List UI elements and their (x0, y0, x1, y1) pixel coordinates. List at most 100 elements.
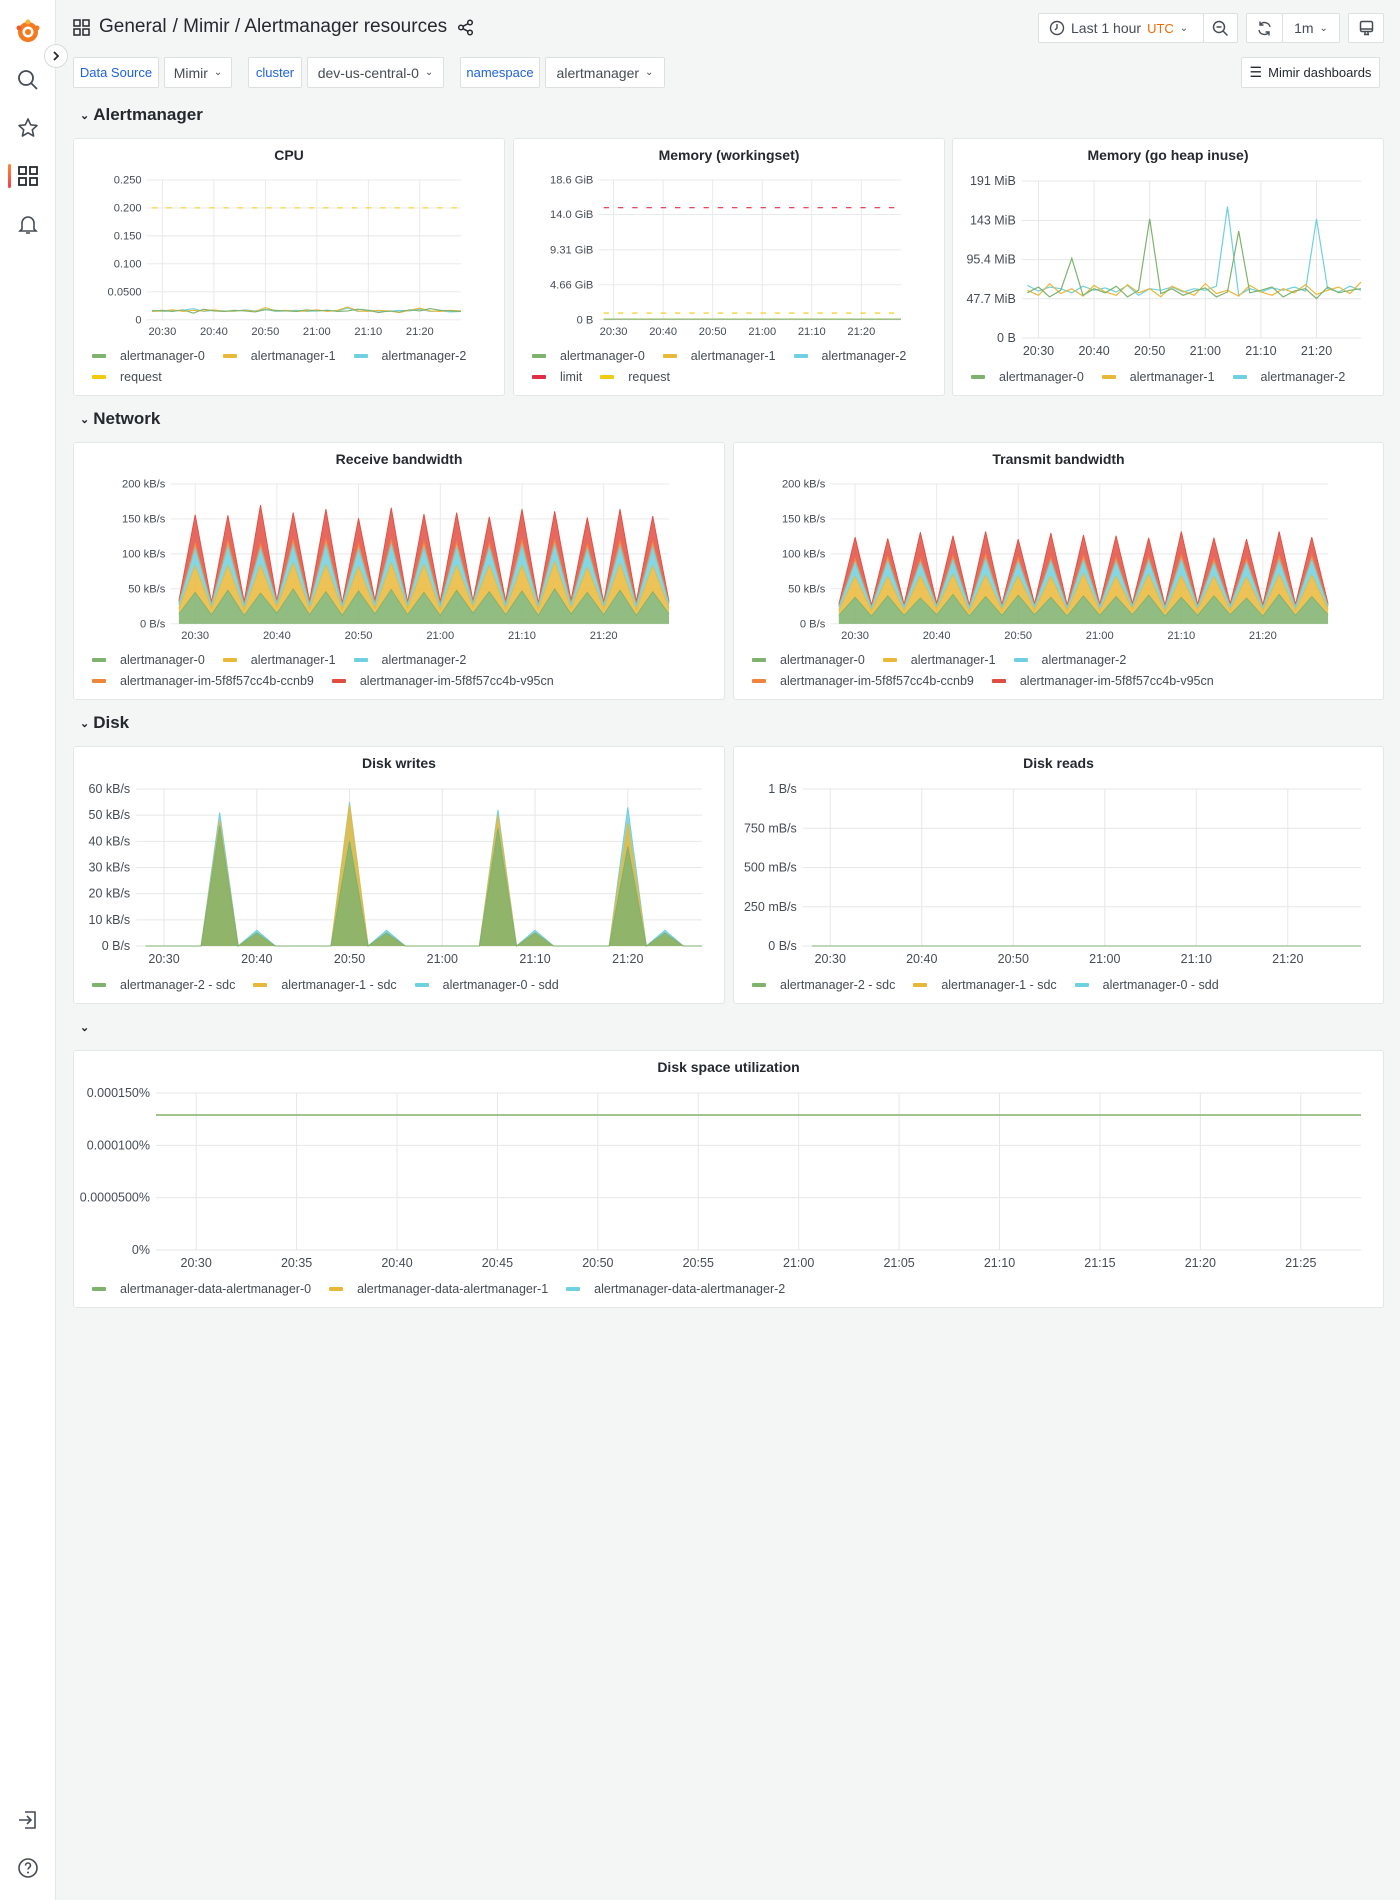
x-tick-label: 20:40 (923, 630, 951, 642)
x-tick-label: 21:10 (798, 326, 826, 338)
panel-title[interactable]: Disk reads (1023, 755, 1094, 771)
x-tick-label: 21:10 (354, 326, 382, 338)
refresh-button[interactable] (1246, 13, 1283, 43)
row-header-disk[interactable]: ⌄ Disk (80, 713, 129, 733)
legend-item[interactable]: alertmanager-0 - sdd (414, 974, 559, 995)
legend-item[interactable]: alertmanager-2 (1232, 366, 1345, 387)
legend-item[interactable]: alertmanager-im-5f8f57cc4b-v95cn (991, 670, 1214, 691)
row-header-alertmanager[interactable]: ⌄ Alertmanager (80, 105, 203, 125)
legend: alertmanager-0 alertmanager-1 alertmanager… (734, 647, 1383, 699)
dashboards-icon[interactable] (14, 162, 42, 190)
legend-item[interactable]: request (600, 366, 670, 387)
legend-label: alertmanager-1 (250, 652, 336, 667)
legend-label: alertmanager-2 (381, 348, 467, 363)
legend-item[interactable]: alertmanager-0 (532, 345, 645, 366)
row-header-network[interactable]: ⌄ Network (80, 409, 160, 429)
search-icon[interactable] (14, 66, 42, 94)
legend-item[interactable]: alertmanager-1 (222, 345, 336, 366)
legend-item[interactable]: alertmanager-0 (752, 649, 865, 670)
x-tick-label: 20:40 (241, 952, 272, 966)
legend-item[interactable]: alertmanager-1 - sdc (253, 974, 397, 995)
legend-label: alertmanager-0 (780, 652, 865, 667)
legend-item[interactable]: alertmanager-1 (882, 649, 996, 670)
legend-item[interactable]: alertmanager-0 - sdd (1074, 974, 1219, 995)
y-tick-label: 500 mB/s (744, 861, 797, 875)
legend-item[interactable]: alertmanager-im-5f8f57cc4b-ccnb9 (92, 670, 314, 691)
y-tick-label: 14.0 GiB (550, 209, 593, 221)
x-tick-label: 20:50 (334, 952, 365, 966)
y-tick-label: 50 kB/s (89, 808, 131, 822)
legend-color-marker (913, 982, 928, 987)
panel-title[interactable]: Memory (workingset) (658, 147, 800, 163)
y-tick-label: 0 B/s (140, 618, 166, 630)
legend-item[interactable]: alertmanager-2 (353, 345, 467, 366)
panel-title[interactable]: Receive bandwidth (335, 451, 463, 467)
expand-sidebar-button[interactable] (44, 44, 68, 68)
legend-item[interactable]: alertmanager-2 (793, 345, 906, 366)
panel-title[interactable]: Memory (go heap inuse) (1087, 147, 1249, 163)
refresh-interval-picker[interactable]: 1m ⌄ (1282, 13, 1340, 43)
legend-item[interactable]: alertmanager-2 - sdc (752, 974, 895, 995)
namespace-select[interactable]: alertmanager ⌄ (545, 57, 665, 88)
legend-item[interactable]: alertmanager-2 (353, 649, 466, 670)
chevron-down-icon: ⌄ (80, 1021, 90, 1034)
legend-item[interactable]: alertmanager-0 (92, 649, 205, 670)
legend-color-marker (752, 678, 766, 683)
legend-item[interactable]: alertmanager-0 (92, 345, 205, 366)
panel-title[interactable]: Transmit bandwidth (992, 451, 1125, 467)
y-tick-label: 0.150 (114, 230, 142, 242)
legend-item[interactable]: alertmanager-2 (1013, 649, 1126, 670)
x-tick-label: 21:20 (1272, 952, 1303, 966)
panel-memory-workingset: Memory (workingset) 0 B 4.66 GiB 9.31 GiB 14… (513, 138, 945, 396)
legend-label: alertmanager-im-5f8f57cc4b-v95cn (1019, 673, 1214, 688)
legend-item[interactable]: alertmanager-im-5f8f57cc4b-v95cn (331, 670, 554, 691)
y-tick-label: 0.200 (114, 202, 142, 214)
panel-title[interactable]: Disk space utilization (657, 1059, 800, 1075)
sign-in-icon[interactable] (14, 1806, 42, 1834)
mimir-dashboards-link[interactable]: ☰ Mimir dashboards (1241, 57, 1380, 88)
legend-item[interactable]: alertmanager-1 (222, 649, 336, 670)
panel-title[interactable]: Disk writes (362, 755, 436, 771)
share-icon[interactable] (457, 18, 474, 36)
chevron-down-icon: ⌄ (424, 67, 434, 78)
legend-item[interactable]: alertmanager-0 (971, 366, 1084, 387)
breadcrumb-folder[interactable]: General (99, 16, 167, 37)
x-tick-label: 20:50 (1134, 344, 1165, 358)
legend-item[interactable]: alertmanager-data-alertmanager-1 (329, 1278, 548, 1299)
bell-icon[interactable] (14, 210, 42, 238)
row-header-untitled[interactable]: ⌄ (80, 1017, 93, 1037)
legend-item[interactable]: alertmanager-1 (662, 345, 776, 366)
x-tick-label: 21:20 (590, 630, 618, 642)
chevron-down-icon: ⌄ (1179, 22, 1189, 34)
legend-label: alertmanager-1 (910, 652, 996, 667)
zoom-out-button[interactable] (1203, 13, 1238, 43)
time-range-picker[interactable]: Last 1 hour UTC ⌄ (1038, 13, 1204, 43)
x-tick-label: 20:50 (699, 326, 727, 338)
x-tick-label: 20:30 (815, 952, 846, 966)
y-tick-label: 0.100 (114, 258, 142, 270)
legend-item[interactable]: limit (532, 366, 582, 387)
panel-title[interactable]: CPU (274, 147, 304, 163)
series-area (178, 504, 670, 605)
y-tick-label: 30 kB/s (89, 861, 131, 875)
chevron-down-icon: ⌄ (645, 67, 654, 78)
legend-item[interactable]: alertmanager-1 (1101, 366, 1215, 387)
legend-item[interactable]: request (92, 366, 162, 387)
legend-item[interactable]: alertmanager-data-alertmanager-0 (92, 1278, 311, 1299)
datasource-select[interactable]: Mimir ⌄ (164, 57, 232, 88)
legend-label: alertmanager-data-alertmanager-2 (594, 1281, 786, 1296)
series-line (178, 542, 670, 608)
grafana-logo-icon[interactable] (14, 18, 42, 46)
legend-item[interactable]: alertmanager-1 - sdc (913, 974, 1057, 995)
tv-mode-button[interactable] (1348, 13, 1384, 43)
cluster-select[interactable]: dev-us-central-0 ⌄ (307, 57, 444, 88)
chart-disk-space-utilization: 0% 0.0000500% 0.000100% 0.000150% 20:30 20:35… (80, 1086, 1361, 1270)
legend-item[interactable]: alertmanager-2 - sdc (92, 974, 235, 995)
legend-color-marker (92, 657, 106, 662)
legend-item[interactable]: alertmanager-im-5f8f57cc4b-ccnb9 (752, 670, 974, 691)
legend-item[interactable]: alertmanager-data-alertmanager-2 (566, 1278, 785, 1299)
legend: alertmanager-2 - sdc alertmanager-1 - sdc… (734, 972, 1383, 1003)
legend: alertmanager-data-alertmanager-0 alertman… (74, 1276, 1383, 1307)
help-icon[interactable] (14, 1854, 42, 1882)
star-icon[interactable] (14, 114, 42, 142)
